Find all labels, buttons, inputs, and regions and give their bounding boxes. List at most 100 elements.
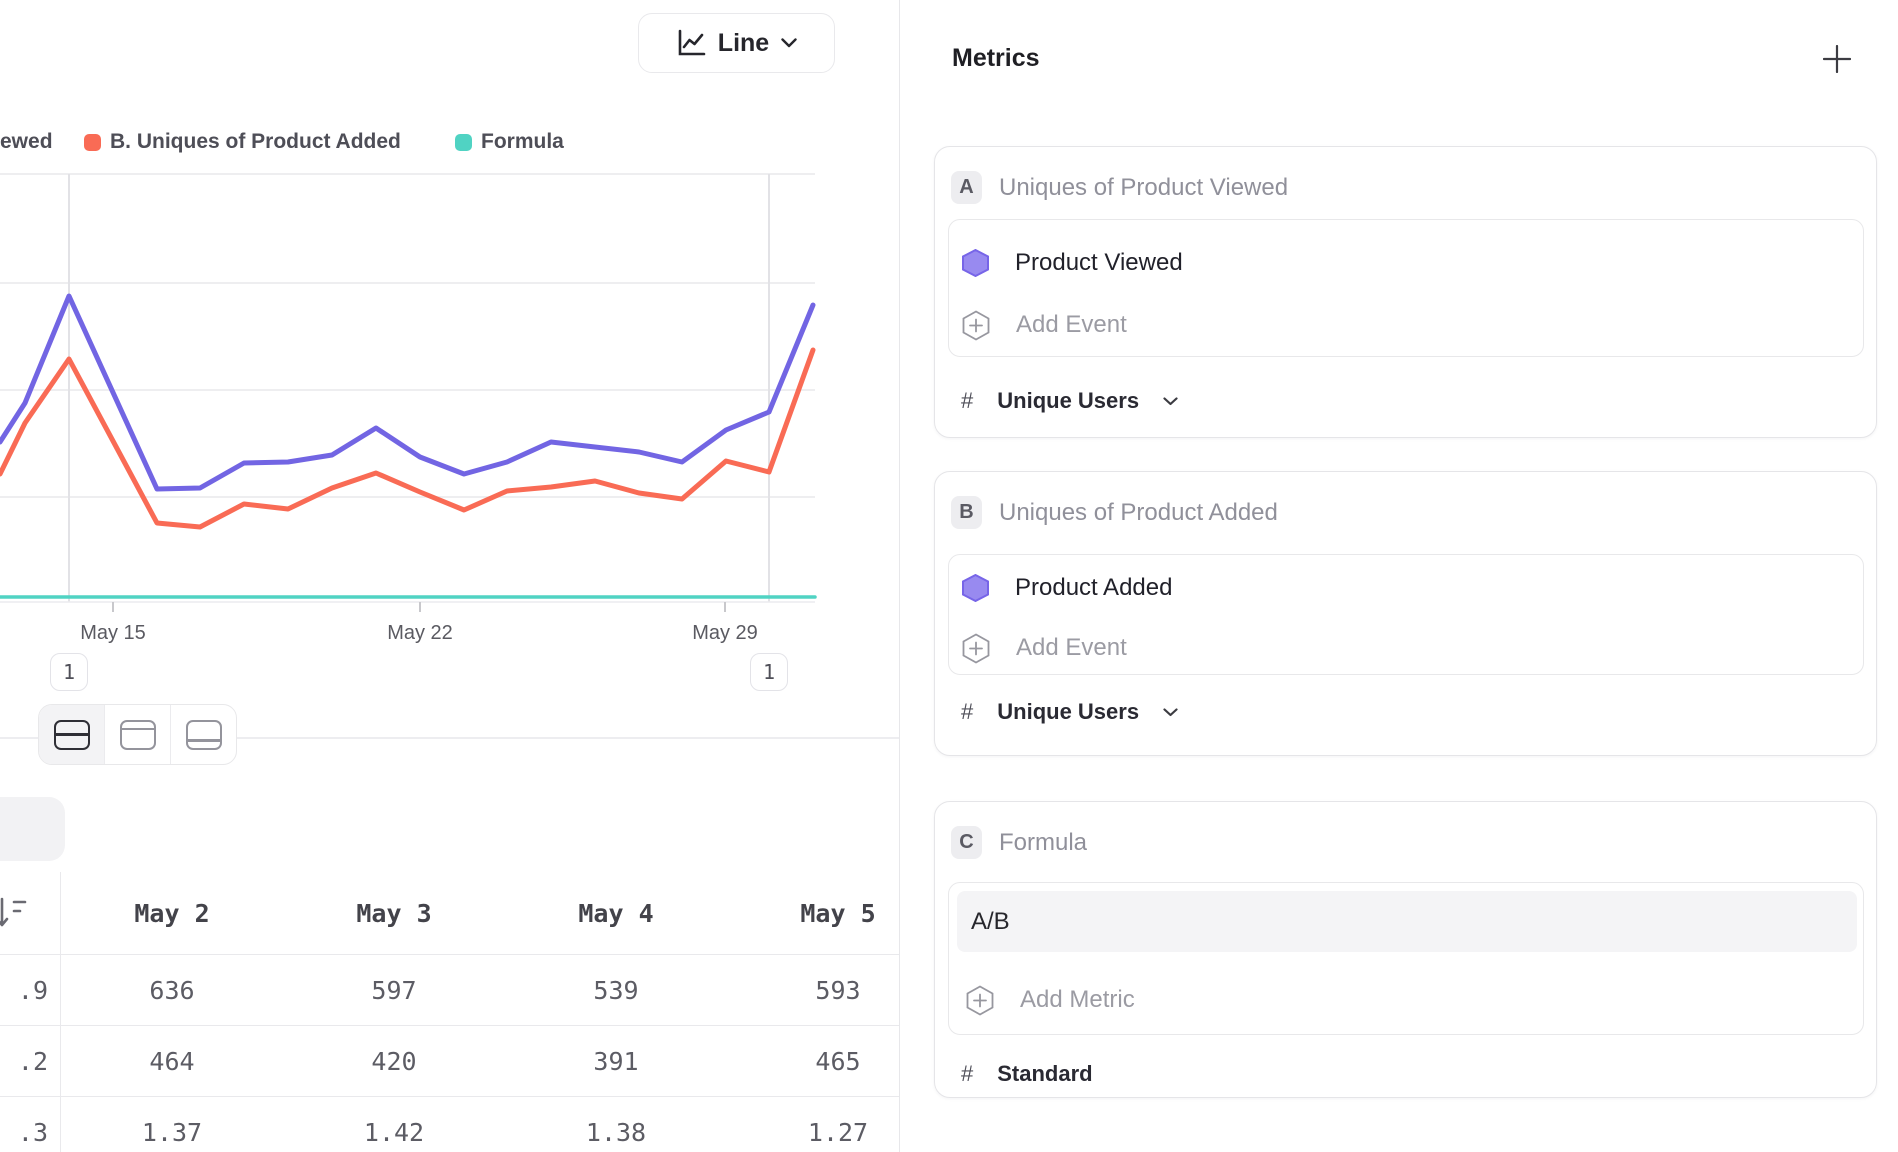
event-subcard: Product Viewed Add Event	[948, 219, 1864, 357]
add-metric-label: Add Metric	[1020, 986, 1135, 1013]
layout-split-button[interactable]	[39, 705, 104, 764]
metric-badge: A	[951, 171, 982, 204]
metrics-panel: Metrics A Uniques of Product Viewed Prod…	[899, 0, 1898, 1152]
add-event-hexagon-plus-icon	[962, 309, 990, 341]
measurement-label: Standard	[997, 1061, 1093, 1086]
x-axis-label: May 22	[387, 622, 453, 644]
chevron-down-icon	[781, 38, 797, 48]
chevron-down-icon	[1163, 396, 1178, 405]
add-metric-row[interactable]: Add Metric	[966, 984, 1135, 1016]
row-summary-cell: .3	[0, 1097, 61, 1152]
legend-item-formula[interactable]: Formula	[455, 128, 564, 156]
event-name: Product Viewed	[1015, 249, 1183, 276]
table-cell: 1.27	[807, 1117, 869, 1147]
table-cell: 539	[593, 975, 639, 1005]
line-chart[interactable]	[0, 0, 899, 660]
plus-icon	[1823, 45, 1851, 73]
results-table: May 2 May 3 May 4 May 5 .9 636 597 539 5…	[0, 872, 899, 1152]
x-axis-label: May 29	[692, 622, 758, 644]
segment-pill-truncated[interactable]	[0, 797, 65, 861]
measurement-row[interactable]: # Standard	[961, 1060, 1093, 1088]
measurement-dropdown[interactable]: # Unique Users	[961, 698, 1178, 726]
table-cell: 1.37	[141, 1117, 203, 1147]
line-chart-icon	[678, 29, 706, 56]
metric-card-a: A Uniques of Product Viewed Product View…	[934, 146, 1877, 438]
table-cell: 420	[371, 1046, 417, 1076]
add-event-label: Add Event	[1016, 311, 1127, 338]
table-row[interactable]: .9 636 597 539 593	[0, 955, 899, 1026]
table-cell: 593	[815, 975, 861, 1005]
hash-icon: #	[961, 1061, 974, 1086]
table-cell: 597	[371, 975, 417, 1005]
table-header-row: May 2 May 3 May 4 May 5	[0, 872, 899, 955]
add-event-row[interactable]: Add Event	[962, 309, 1127, 341]
add-event-label: Add Event	[1016, 634, 1127, 661]
legend-swatch-icon	[455, 133, 472, 151]
add-event-row[interactable]: Add Event	[962, 632, 1127, 664]
metric-title: Uniques of Product Added	[999, 498, 1278, 526]
column-header[interactable]: May 5	[800, 898, 876, 928]
add-metric-hexagon-plus-icon	[966, 984, 994, 1016]
event-subcard: Product Added Add Event	[948, 554, 1864, 675]
metric-title: Uniques of Product Viewed	[999, 173, 1289, 201]
table-cell: 464	[149, 1046, 195, 1076]
legend-item-a-truncated[interactable]: ewed	[0, 128, 53, 156]
row-summary-cell: .9	[0, 955, 61, 1025]
metric-card-header[interactable]: B Uniques of Product Added	[951, 496, 1278, 529]
measurement-dropdown[interactable]: # Unique Users	[961, 387, 1178, 415]
x-axis-label: May 15	[80, 622, 146, 644]
panel-title: Metrics	[952, 44, 1040, 72]
formula-input[interactable]: A/B	[957, 891, 1857, 952]
formula-subcard: A/B Add Metric	[948, 882, 1864, 1035]
metric-badge: B	[951, 496, 982, 529]
measurement-label: Unique Users	[997, 699, 1140, 724]
metric-card-header[interactable]: C Formula	[951, 826, 1087, 859]
chevron-down-icon	[1163, 707, 1178, 716]
event-name: Product Added	[1015, 574, 1173, 601]
metric-card-b: B Uniques of Product Added Product Added…	[934, 471, 1877, 756]
legend-label: ewed	[0, 130, 53, 153]
table-cell: 465	[815, 1046, 861, 1076]
hash-icon: #	[961, 388, 974, 413]
event-row[interactable]: Product Viewed	[962, 248, 1183, 278]
layout-toggle-group	[38, 704, 237, 765]
table-only-icon	[185, 719, 222, 750]
chart-type-button[interactable]: Line	[638, 13, 835, 73]
add-metric-plus-button[interactable]	[1822, 44, 1852, 74]
layout-table-only-button[interactable]	[170, 705, 236, 764]
metric-card-formula: C Formula A/B Add Metric # Standard	[934, 801, 1877, 1098]
table-cell: 391	[593, 1046, 639, 1076]
legend-label: B. Uniques of Product Added	[110, 130, 401, 153]
legend-label: Formula	[481, 130, 564, 153]
row-summary-cell: .2	[0, 1026, 61, 1096]
column-header[interactable]: May 4	[578, 898, 654, 928]
metric-title: Formula	[999, 828, 1088, 856]
metric-badge: C	[951, 826, 982, 859]
table-cell: 1.38	[585, 1117, 647, 1147]
table-row[interactable]: .2 464 420 391 465	[0, 1026, 899, 1097]
sort-icon	[0, 897, 27, 927]
add-event-hexagon-plus-icon	[962, 632, 990, 664]
event-hexagon-icon	[962, 249, 989, 277]
event-hexagon-icon	[962, 574, 989, 602]
table-sort-cell[interactable]	[0, 872, 61, 954]
annotation-chip[interactable]: 1	[750, 653, 788, 691]
formula-text: A/B	[971, 907, 1010, 935]
table-cell: 1.42	[363, 1117, 425, 1147]
metric-card-header[interactable]: A Uniques of Product Viewed	[951, 171, 1288, 204]
section-divider	[0, 737, 899, 739]
event-row[interactable]: Product Added	[962, 573, 1172, 603]
measurement-label: Unique Users	[997, 388, 1140, 413]
legend-swatch-icon	[84, 133, 101, 151]
column-header[interactable]: May 3	[356, 898, 432, 928]
table-row[interactable]: .3 1.37 1.42 1.38 1.27	[0, 1097, 899, 1152]
column-header[interactable]: May 2	[134, 898, 210, 928]
annotation-chip[interactable]: 1	[50, 653, 88, 691]
layout-chart-only-button[interactable]	[104, 705, 170, 764]
legend-item-b[interactable]: B. Uniques of Product Added	[84, 128, 401, 156]
chart-only-icon	[119, 719, 156, 750]
split-horizontal-icon	[53, 719, 90, 750]
report-canvas: ewed B. Uniques of Product Added Formula…	[0, 0, 899, 1152]
hash-icon: #	[961, 699, 974, 724]
